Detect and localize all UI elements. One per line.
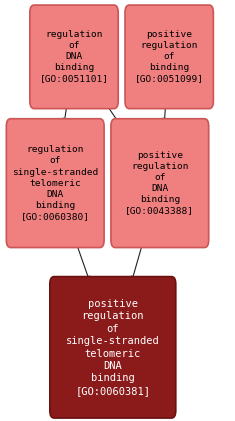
- Text: regulation
of
single-stranded
telomeric
DNA
binding
[GO:0060380]: regulation of single-stranded telomeric …: [12, 145, 98, 221]
- Text: positive
regulation
of
DNA
binding
[GO:0043388]: positive regulation of DNA binding [GO:0…: [125, 151, 194, 216]
- FancyBboxPatch shape: [125, 5, 213, 109]
- FancyBboxPatch shape: [111, 119, 209, 248]
- Text: regulation
of
DNA
binding
[GO:0051101]: regulation of DNA binding [GO:0051101]: [39, 30, 109, 83]
- FancyBboxPatch shape: [30, 5, 118, 109]
- FancyBboxPatch shape: [50, 277, 176, 418]
- Text: positive
regulation
of
single-stranded
telomeric
DNA
binding
[GO:0060381]: positive regulation of single-stranded t…: [66, 299, 160, 396]
- Text: positive
regulation
of
binding
[GO:0051099]: positive regulation of binding [GO:00510…: [135, 30, 204, 83]
- FancyBboxPatch shape: [6, 119, 104, 248]
